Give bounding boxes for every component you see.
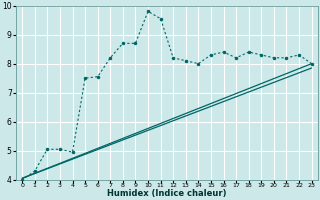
X-axis label: Humidex (Indice chaleur): Humidex (Indice chaleur) bbox=[107, 189, 227, 198]
